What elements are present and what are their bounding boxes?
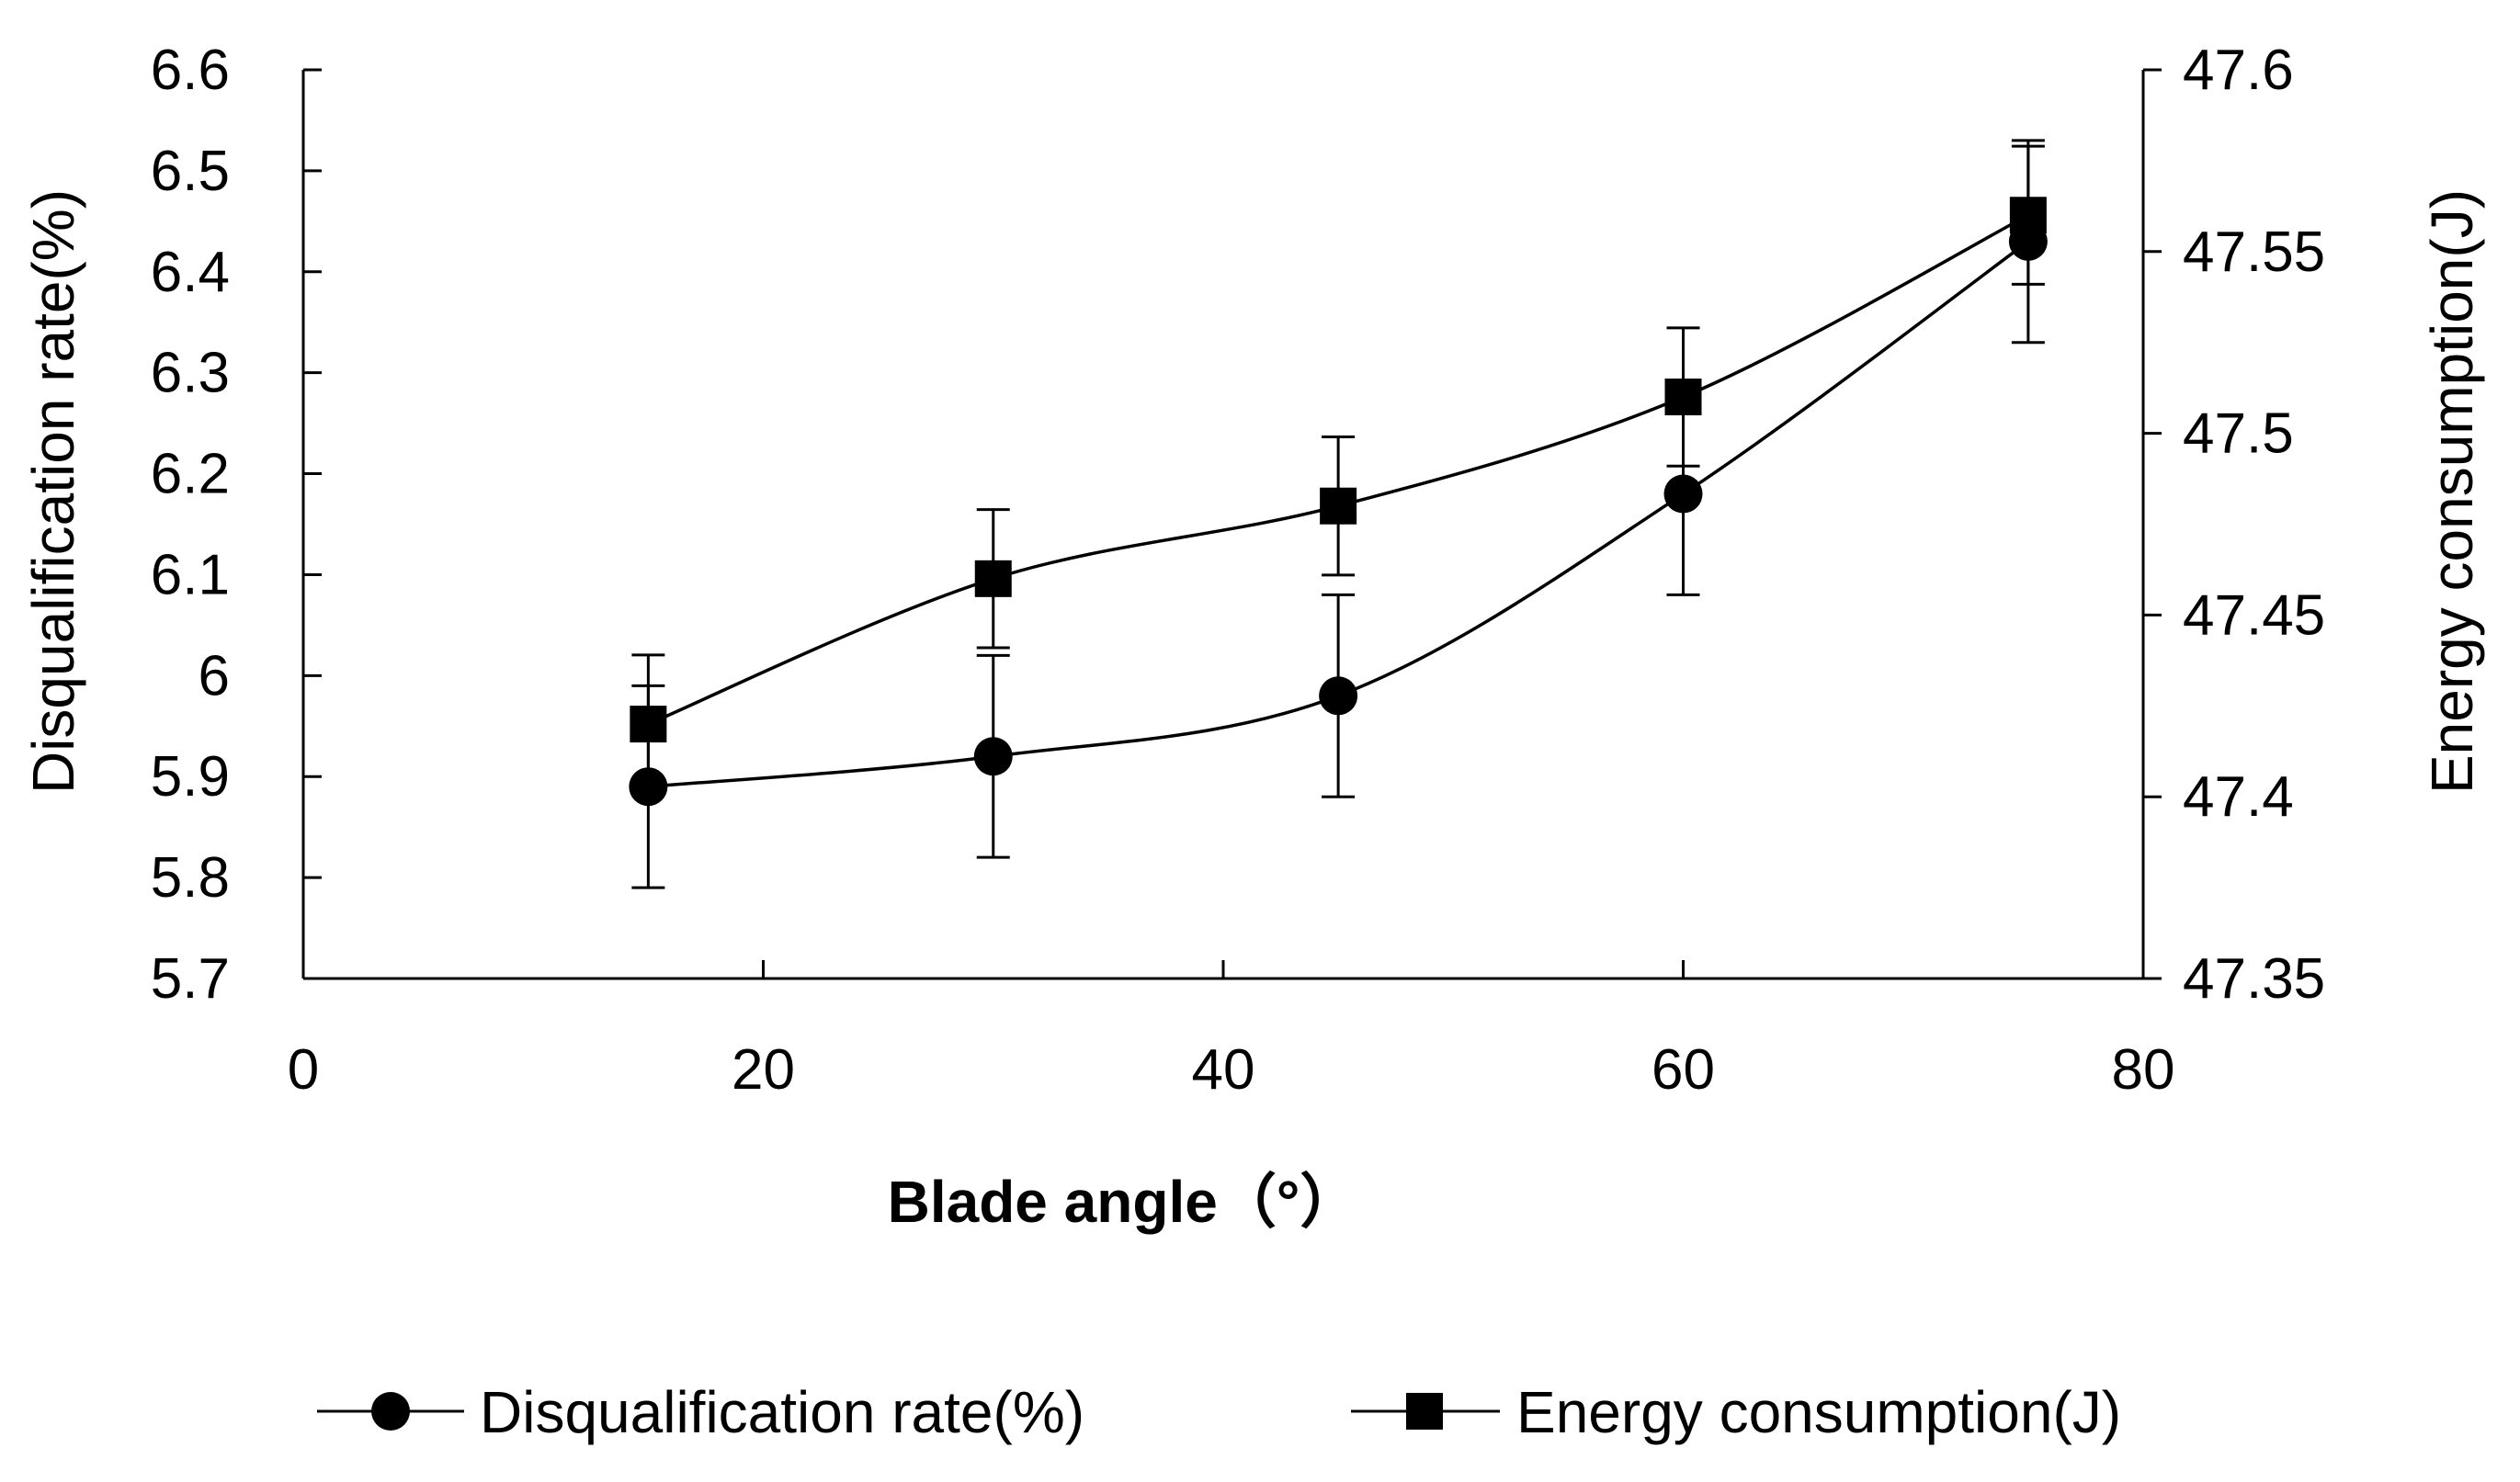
data-point-disqualification <box>1319 676 1358 716</box>
left-y-tick-label: 5.8 <box>151 846 230 910</box>
legend: Disqualification rate(%) Energy consumpt… <box>317 1379 2121 1445</box>
x-tick-label: 0 <box>288 1038 319 1102</box>
legend-square-marker <box>1406 1393 1443 1430</box>
left-y-tick-label: 6.4 <box>151 241 230 304</box>
series-layer <box>629 139 2048 889</box>
left-y-tick-label: 6.2 <box>151 443 230 506</box>
right-y-tick-label: 47.6 <box>2183 39 2294 102</box>
left-y-axis-title: Disqualification rate(%) <box>20 189 86 794</box>
data-point-energy <box>1320 487 1357 525</box>
x-tick-label: 60 <box>1652 1038 1715 1102</box>
left-y-tick-label: 6.6 <box>151 39 230 102</box>
data-point-energy <box>1664 379 1702 416</box>
right-y-tick-label: 47.35 <box>2183 947 2325 1011</box>
x-axis-title: Blade angle（°） <box>888 1169 1359 1235</box>
data-point-energy <box>974 560 1012 597</box>
x-tick-label: 80 <box>2112 1038 2175 1102</box>
right-y-tick-label: 47.45 <box>2183 583 2325 647</box>
right-y-tick-label: 47.55 <box>2183 221 2325 284</box>
left-y-tick-label: 6.5 <box>151 140 230 203</box>
right-y-tick-labels: 47.35 47.4 47.45 47.5 47.55 47.6 <box>2183 39 2325 1011</box>
axes <box>301 68 2162 980</box>
left-y-tick-label: 6.3 <box>151 342 230 405</box>
legend-label-energy: Energy consumption(J) <box>1516 1379 2121 1445</box>
data-point-energy <box>630 706 667 743</box>
left-y-tick-label: 5.9 <box>151 745 230 809</box>
left-y-tick-label: 6 <box>199 644 230 707</box>
right-y-axis-title: Energy consumption(J) <box>2419 189 2485 794</box>
series-energy <box>630 144 2047 795</box>
legend-circle-marker <box>371 1392 410 1431</box>
right-y-tick-label: 47.5 <box>2183 402 2294 466</box>
x-tick-label: 40 <box>1192 1038 1255 1102</box>
x-tick-labels: 0 20 40 60 80 <box>288 1038 2175 1102</box>
data-point-disqualification <box>973 737 1013 776</box>
left-y-tick-label: 5.7 <box>151 947 230 1011</box>
legend-item-energy: Energy consumption(J) <box>1351 1379 2121 1445</box>
data-point-energy <box>2009 197 2047 234</box>
left-y-tick-labels: 5.7 5.8 5.9 6 6.1 6.2 6.3 6.4 6.5 6.6 <box>151 39 230 1011</box>
legend-item-disqualification: Disqualification rate(%) <box>317 1379 1084 1445</box>
left-y-tick-label: 6.1 <box>151 543 230 606</box>
legend-label-disqualification: Disqualification rate(%) <box>480 1379 1084 1445</box>
x-tick-label: 20 <box>732 1038 795 1102</box>
data-point-disqualification <box>1663 474 1703 514</box>
right-y-tick-label: 47.4 <box>2183 765 2294 829</box>
